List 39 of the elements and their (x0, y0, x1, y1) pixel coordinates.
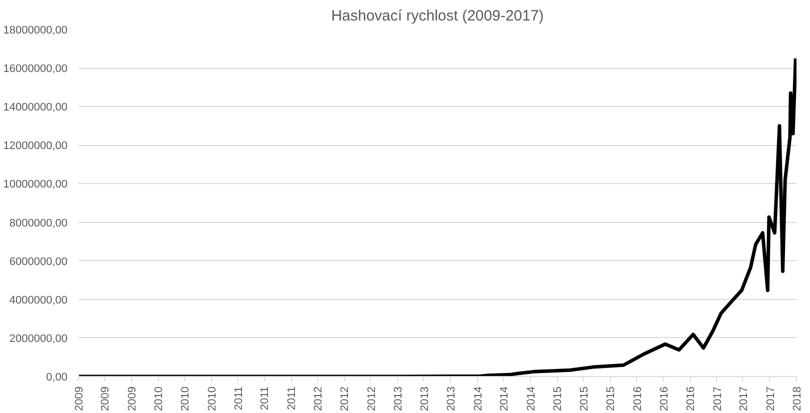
x-tick-label: 2010 (206, 386, 218, 411)
x-tick-label: 2016 (685, 386, 698, 411)
x-tick-label: 2018 (792, 386, 804, 411)
x-tick-label: 2009 (100, 386, 112, 411)
x-tick-label: 2015 (605, 386, 618, 411)
x-tick-label: 2014 (525, 386, 538, 411)
y-tick-label: 12000000,00 (3, 140, 68, 152)
x-tick-label: 2016 (632, 386, 644, 411)
x-tick-label: 2015 (552, 386, 564, 411)
y-tick-label: 6000000,00 (9, 256, 68, 268)
y-tick-label: 18000000,00 (3, 24, 68, 36)
x-tick-label: 2014 (498, 386, 511, 411)
y-tick-label: 2000000,00 (9, 332, 68, 345)
x-tick-label: 2017 (738, 386, 750, 411)
x-tick-label: 2009 (126, 386, 139, 411)
x-tick-label: 2013 (446, 386, 458, 411)
y-tick-label: 16000000,00 (3, 63, 68, 76)
x-tick-label: 2017 (712, 386, 724, 411)
y-tick-label: 0,00 (46, 372, 68, 384)
y-tick-label: 8000000,00 (9, 217, 68, 230)
x-tick-label: 2012 (312, 386, 325, 411)
x-tick-label: 2014 (472, 386, 484, 411)
y-tick-label: 10000000,00 (3, 178, 68, 191)
x-tick-label: 2011 (286, 386, 298, 410)
x-tick-label: 2012 (339, 386, 352, 411)
x-tick-label: 2010 (153, 386, 166, 411)
x-tick-label: 2010 (179, 386, 192, 411)
x-tick-label: 2013 (418, 386, 431, 411)
x-tick-label: 2011 (232, 386, 245, 410)
x-tick-label: 2017 (764, 386, 777, 411)
x-tick-label: 2015 (578, 386, 590, 411)
x-tick-label: 2009 (74, 386, 86, 411)
y-tick-label: 14000000,00 (3, 102, 68, 114)
chart-title: Hashovací rychlost (2009-2017) (331, 8, 544, 24)
x-tick-label: 2012 (366, 386, 378, 411)
x-tick-label: 2011 (259, 386, 272, 410)
x-tick-label: 2016 (658, 386, 670, 411)
y-tick-label: 4000000,00 (9, 294, 68, 306)
x-tick-label: 2013 (392, 386, 405, 411)
